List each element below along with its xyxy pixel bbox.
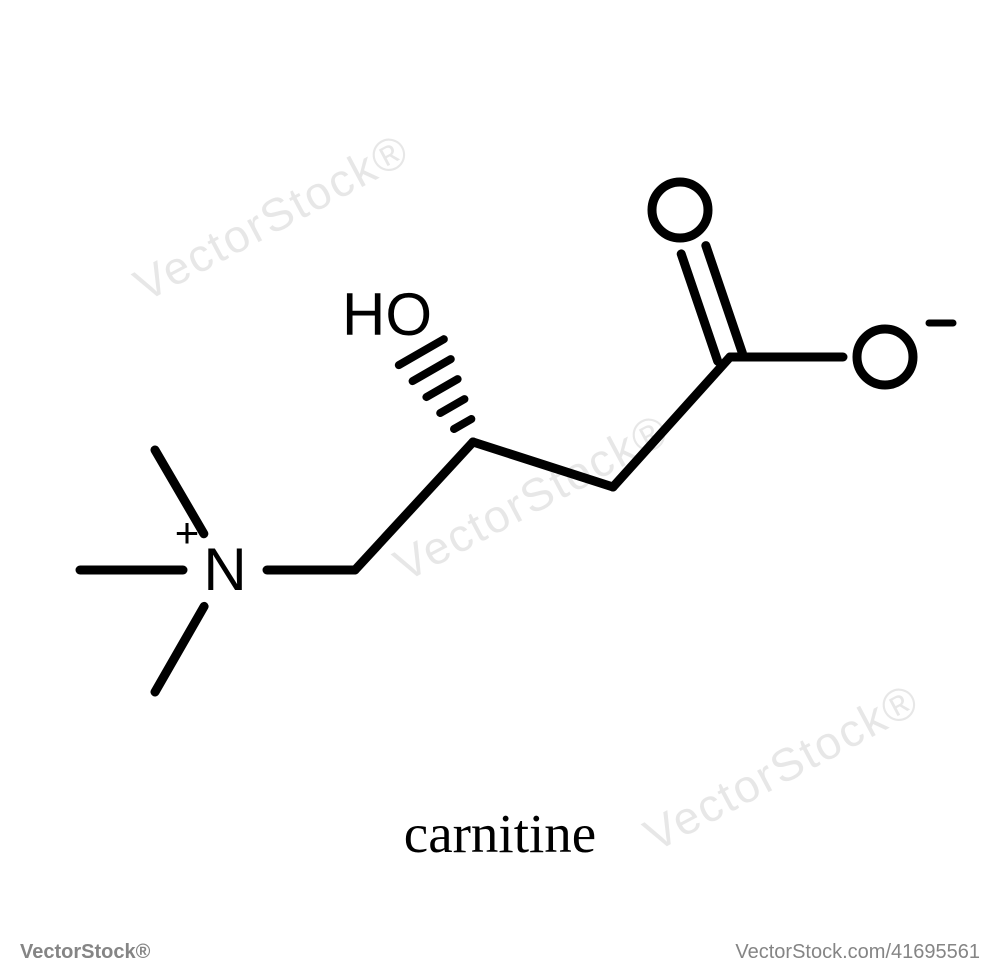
svg-text:HO: HO [342,281,432,348]
image-id: VectorStock.com/41695561 [735,941,980,964]
footer: VectorStock® VectorStock.com/41695561 [0,935,1000,974]
molecule-caption: carnitine [0,802,1000,865]
vectorstock-logo: VectorStock® [20,941,150,964]
svg-text:N: N [203,536,246,603]
svg-text:+: + [175,509,200,556]
